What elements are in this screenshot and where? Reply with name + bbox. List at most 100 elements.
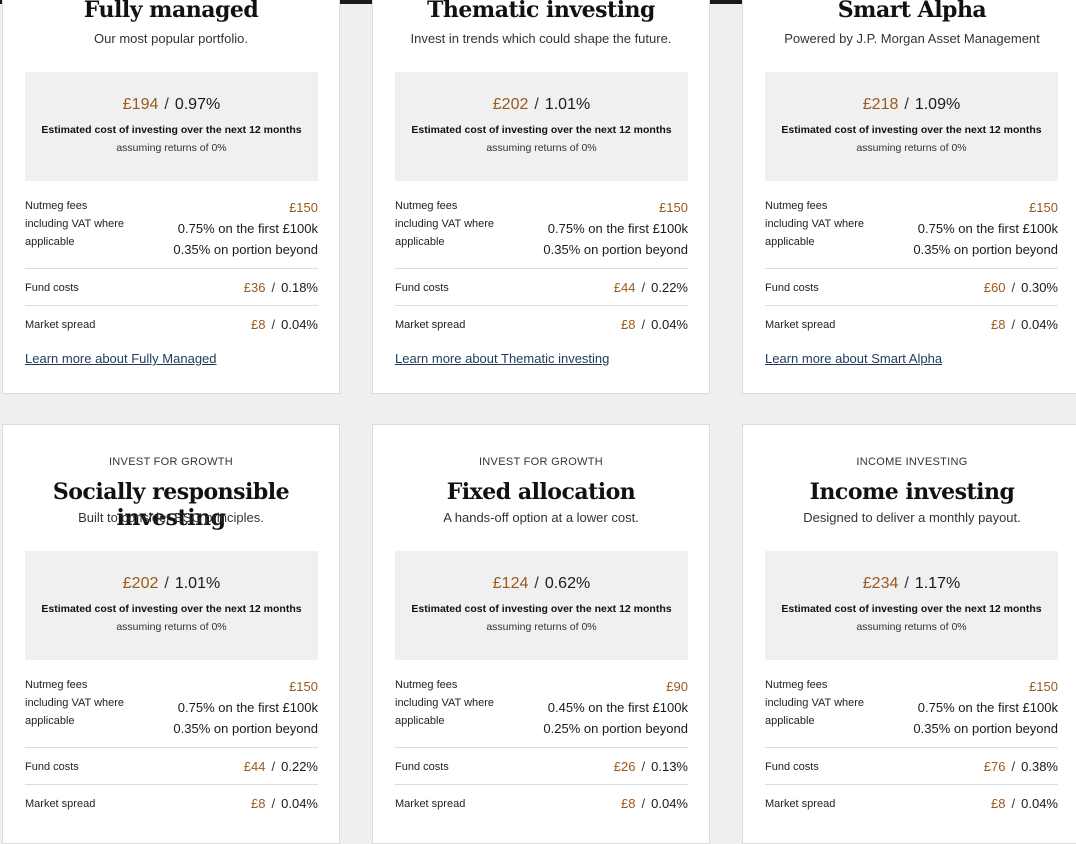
estimated-cost-label: Estimated cost of investing over the nex… bbox=[41, 124, 302, 136]
estimated-cost-amount: £194 bbox=[122, 96, 159, 113]
tier2-text: on portion beyond bbox=[953, 721, 1058, 736]
separator: / bbox=[641, 280, 646, 295]
fund-costs-percent: 0.22% bbox=[281, 759, 318, 774]
estimated-cost-label: Estimated cost of investing over the nex… bbox=[411, 603, 672, 615]
fund-costs-label: Fund costs bbox=[765, 282, 819, 294]
card-title: Fully managed bbox=[83, 0, 259, 23]
fund-costs-percent: 0.30% bbox=[1021, 280, 1058, 295]
separator: / bbox=[1011, 796, 1016, 811]
estimated-cost-amount: £202 bbox=[492, 96, 529, 113]
estimated-cost-panel: £194 / 0.97% Estimated cost of investing o… bbox=[25, 72, 318, 181]
nutmeg-fees-label-line1: Nutmeg fees bbox=[765, 679, 828, 691]
fund-costs-percent: 0.18% bbox=[281, 280, 318, 295]
estimated-cost-assumption: assuming returns of 0% bbox=[486, 621, 597, 633]
nutmeg-fees-label-line1: Nutmeg fees bbox=[395, 200, 458, 212]
separator: / bbox=[641, 759, 646, 774]
nutmeg-fees-label-line2: including VAT where bbox=[765, 697, 865, 709]
separator: / bbox=[904, 575, 909, 592]
separator: / bbox=[271, 317, 276, 332]
learn-more-link[interactable]: Learn more about Smart Alpha bbox=[765, 351, 943, 366]
tier1-rate: 0.75% bbox=[177, 221, 215, 236]
market-spread-value: £8 / 0.04% bbox=[991, 314, 1058, 335]
estimated-cost-amount: £202 bbox=[122, 575, 159, 592]
separator: / bbox=[641, 796, 646, 811]
nutmeg-fees-tier2: 0.35% on portion beyond bbox=[173, 239, 318, 260]
nutmeg-fees-label-line3: applicable bbox=[765, 715, 815, 727]
market-spread-value: £8 / 0.04% bbox=[251, 314, 318, 335]
estimated-cost-headline: £202 / 1.01% bbox=[25, 575, 318, 593]
portfolio-card: Fully managed Our most popular portfolio… bbox=[2, 0, 340, 394]
estimated-cost-assumption: assuming returns of 0% bbox=[856, 621, 967, 633]
nutmeg-fees-tier1: 0.75% on the first £100k bbox=[173, 697, 318, 718]
tier1-text: on the first £100k bbox=[588, 221, 688, 236]
nutmeg-fees-label-line1: Nutmeg fees bbox=[395, 679, 458, 691]
estimated-cost-percent: 0.97% bbox=[174, 96, 221, 113]
market-spread-amount: £8 bbox=[621, 796, 636, 811]
tier2-rate: 0.35% bbox=[173, 242, 211, 257]
nutmeg-fees-tier2: 0.35% on portion beyond bbox=[913, 718, 1058, 739]
fund-costs-value: £44 / 0.22% bbox=[244, 756, 318, 777]
nutmeg-fees-label-line1: Nutmeg fees bbox=[25, 679, 88, 691]
market-spread-amount: £8 bbox=[991, 796, 1006, 811]
market-spread-percent: 0.04% bbox=[281, 796, 318, 811]
divider bbox=[395, 784, 688, 785]
card-subtitle: Invest in trends which could shape the f… bbox=[410, 31, 672, 46]
estimated-cost-percent: 1.09% bbox=[914, 96, 961, 113]
tier1-rate: 0.75% bbox=[177, 700, 215, 715]
separator: / bbox=[534, 575, 539, 592]
market-spread-percent: 0.04% bbox=[651, 317, 688, 332]
fund-costs-amount: £76 bbox=[983, 759, 1006, 774]
market-spread-value: £8 / 0.04% bbox=[251, 793, 318, 814]
estimated-cost-label: Estimated cost of investing over the nex… bbox=[781, 124, 1042, 136]
estimated-cost-percent: 1.01% bbox=[174, 575, 221, 592]
divider bbox=[395, 305, 688, 306]
tier2-text: on portion beyond bbox=[213, 721, 318, 736]
tier1-text: on the first £100k bbox=[958, 221, 1058, 236]
separator: / bbox=[271, 280, 276, 295]
tier1-text: on the first £100k bbox=[218, 221, 318, 236]
nutmeg-fees-label-line3: applicable bbox=[25, 715, 75, 727]
tier2-rate: 0.35% bbox=[913, 721, 951, 736]
nutmeg-fees-label: Nutmeg fees including VAT where applicab… bbox=[765, 197, 864, 251]
fund-costs-value: £26 / 0.13% bbox=[614, 756, 688, 777]
estimated-cost-headline: £234 / 1.17% bbox=[765, 575, 1058, 593]
market-spread-percent: 0.04% bbox=[1021, 796, 1058, 811]
market-spread-value: £8 / 0.04% bbox=[621, 793, 688, 814]
separator: / bbox=[164, 96, 169, 113]
estimated-cost-assumption: assuming returns of 0% bbox=[856, 142, 967, 154]
nutmeg-fees-values: £150 0.75% on the first £100k 0.35% on p… bbox=[913, 197, 1058, 260]
market-spread-percent: 0.04% bbox=[651, 796, 688, 811]
divider bbox=[765, 747, 1058, 748]
learn-more-link[interactable]: Learn more about Fully Managed bbox=[25, 351, 217, 366]
fund-costs-label: Fund costs bbox=[25, 282, 79, 294]
market-spread-value: £8 / 0.04% bbox=[621, 314, 688, 335]
market-spread-label: Market spread bbox=[765, 319, 836, 331]
card-subtitle: Powered by J.P. Morgan Asset Management bbox=[784, 31, 1040, 46]
tier2-text: on portion beyond bbox=[953, 242, 1058, 257]
tier2-rate: 0.35% bbox=[173, 721, 211, 736]
divider bbox=[395, 268, 688, 269]
tier1-rate: 0.75% bbox=[917, 221, 955, 236]
market-spread-label: Market spread bbox=[25, 798, 96, 810]
estimated-cost-panel: £218 / 1.09% Estimated cost of investing o… bbox=[765, 72, 1058, 181]
card-subtitle: A hands-off option at a lower cost. bbox=[443, 510, 639, 525]
tier2-rate: 0.35% bbox=[913, 242, 951, 257]
estimated-cost-percent: 1.17% bbox=[914, 575, 961, 592]
separator: / bbox=[1011, 759, 1016, 774]
market-spread-label: Market spread bbox=[25, 319, 96, 331]
portfolio-card: Smart Alpha Powered by J.P. Morgan Asset… bbox=[742, 0, 1076, 394]
estimated-cost-panel: £234 / 1.17% Estimated cost of investing o… bbox=[765, 551, 1058, 660]
learn-more-link[interactable]: Learn more about Thematic investing bbox=[395, 351, 610, 366]
tier1-rate: 0.75% bbox=[547, 221, 585, 236]
portfolio-card: INVEST FOR GROWTH Fixed allocation A han… bbox=[372, 424, 710, 844]
nutmeg-fees-tier1: 0.45% on the first £100k bbox=[543, 697, 688, 718]
divider bbox=[25, 784, 318, 785]
estimated-cost-headline: £202 / 1.01% bbox=[395, 96, 688, 114]
card-title: Smart Alpha bbox=[837, 0, 987, 23]
nutmeg-fees-label-line2: including VAT where bbox=[765, 218, 865, 230]
nutmeg-fees-values: £150 0.75% on the first £100k 0.35% on p… bbox=[913, 676, 1058, 739]
nutmeg-fees-label-line3: applicable bbox=[395, 236, 445, 248]
tier1-text: on the first £100k bbox=[218, 700, 318, 715]
nutmeg-fees-label-line3: applicable bbox=[395, 715, 445, 727]
estimated-cost-label: Estimated cost of investing over the nex… bbox=[411, 124, 672, 136]
